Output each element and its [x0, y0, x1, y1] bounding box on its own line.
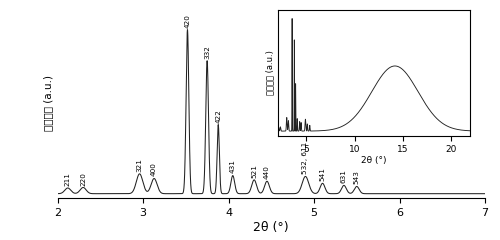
- X-axis label: 2θ (°): 2θ (°): [361, 156, 386, 165]
- Text: 431: 431: [230, 159, 236, 173]
- Text: 532, 611: 532, 611: [302, 142, 308, 174]
- Text: 332: 332: [204, 45, 210, 59]
- Text: 422: 422: [215, 109, 221, 123]
- Text: 440: 440: [264, 165, 270, 179]
- Text: 541: 541: [320, 167, 326, 181]
- Y-axis label: 回折強度 (a.u.): 回折強度 (a.u.): [44, 75, 54, 131]
- Text: 631: 631: [341, 169, 347, 183]
- Text: 220: 220: [80, 172, 86, 186]
- X-axis label: 2θ (°): 2θ (°): [254, 221, 289, 234]
- Text: 321: 321: [136, 158, 142, 172]
- Text: 543: 543: [354, 170, 360, 184]
- Text: 400: 400: [151, 162, 157, 176]
- Y-axis label: 回折強度 (a.u.): 回折強度 (a.u.): [266, 50, 274, 95]
- Text: 420: 420: [184, 14, 190, 28]
- Text: 211: 211: [65, 173, 71, 186]
- Text: 521: 521: [251, 164, 257, 178]
